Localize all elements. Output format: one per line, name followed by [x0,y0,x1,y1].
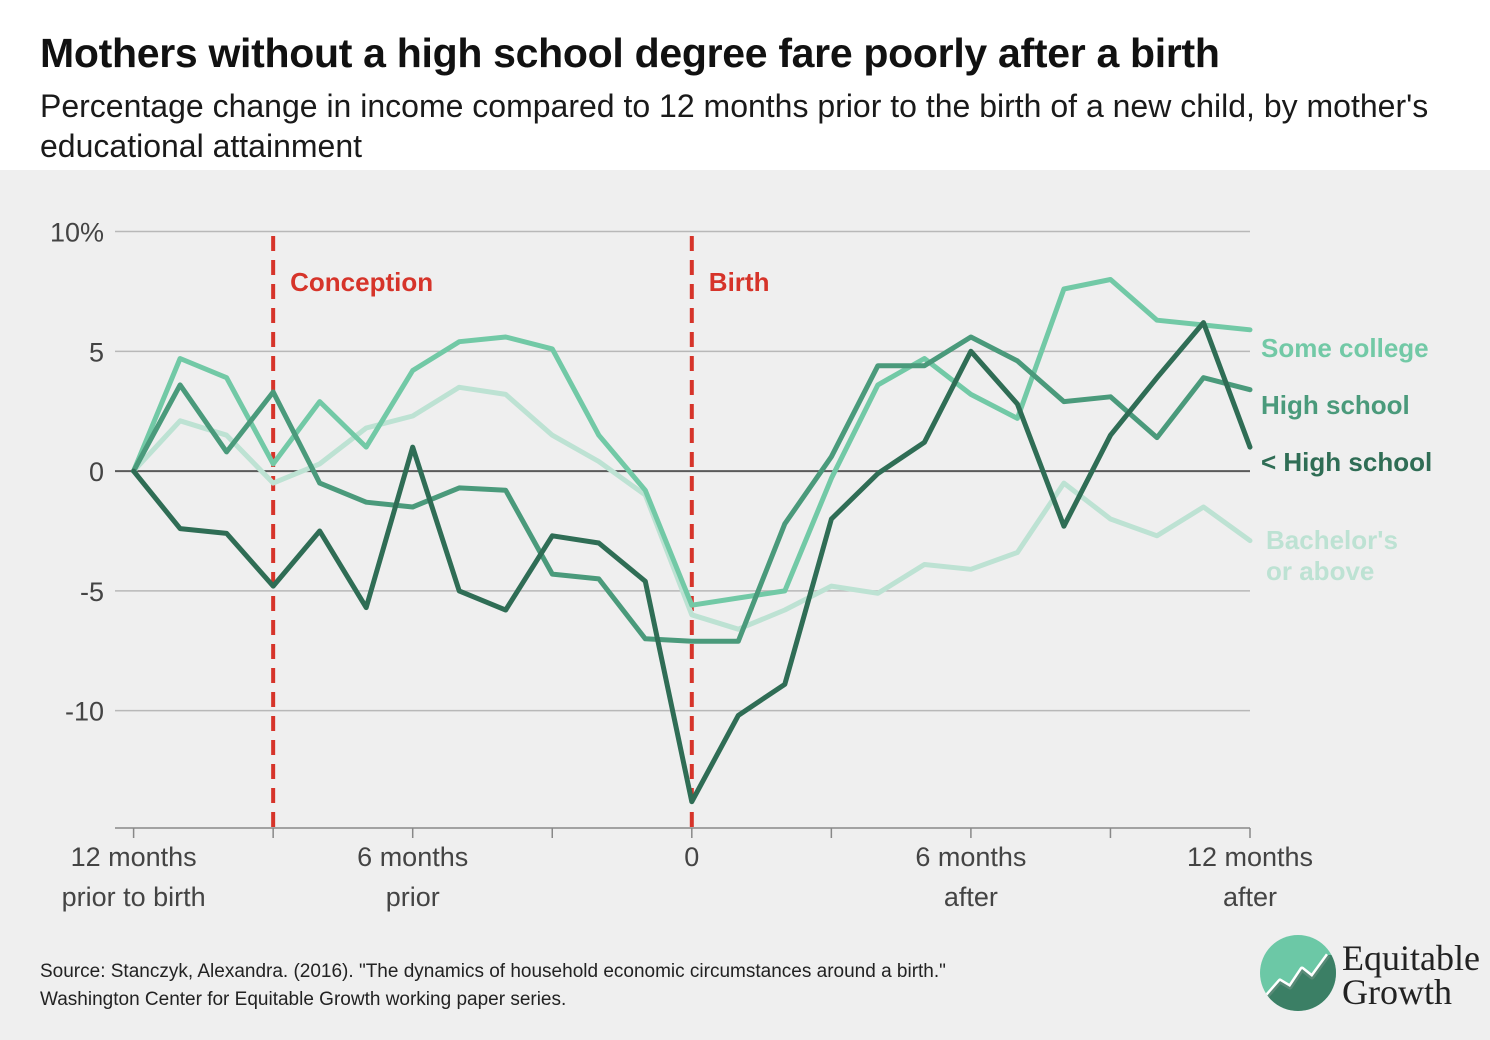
series-label: Bachelor's [1266,525,1398,555]
x-tick-label: prior to birth [62,882,206,912]
x-tick-label: prior [386,882,440,912]
event-label: Conception [290,267,433,297]
source-line-1: Source: Stanczyk, Alexandra. (2016). "Th… [40,961,946,982]
chart-title: Mothers without a high school degree far… [40,30,1220,76]
event-label: Birth [709,267,770,297]
x-tick-label: after [944,882,998,912]
series-label: or above [1266,556,1374,586]
series-line [131,277,1253,608]
series-line [131,320,1253,805]
series-label: < High school [1261,447,1432,477]
y-tick-label: 0 [89,457,104,487]
y-tick-label: 10% [50,218,104,248]
chart-panel [0,170,1490,1040]
equitable-growth-logo: Equitable Growth [1250,925,1485,1025]
logo-wordmark: Equitable Growth [1342,938,1480,1012]
y-tick-label: 5 [89,337,104,367]
source-line-2: Washington Center for Equitable Growth w… [40,989,567,1010]
logo-line-1: Equitable [1342,938,1480,978]
x-tick-label: 6 months [357,842,468,872]
x-tick-label: 6 months [915,842,1026,872]
series-label: Some college [1261,333,1429,363]
chart-subtitle: Percentage change in income compared to … [40,88,1429,164]
series-line [131,334,1253,644]
y-tick-label: -10 [65,697,104,727]
x-tick-label: 12 months [1187,842,1313,872]
series-label: High school [1261,390,1410,420]
x-tick-label: 0 [684,842,699,872]
growth-chart-logo-icon [1260,935,1336,1011]
chart-header: Mothers without a high school degree far… [0,0,1490,170]
logo-line-2: Growth [1342,972,1452,1012]
series-line [131,384,1253,632]
source-note: Source: Stanczyk, Alexandra. (2016). "Th… [40,958,1190,1014]
y-tick-label: -5 [80,577,104,607]
x-tick-label: after [1223,882,1277,912]
x-tick-label: 12 months [71,842,197,872]
